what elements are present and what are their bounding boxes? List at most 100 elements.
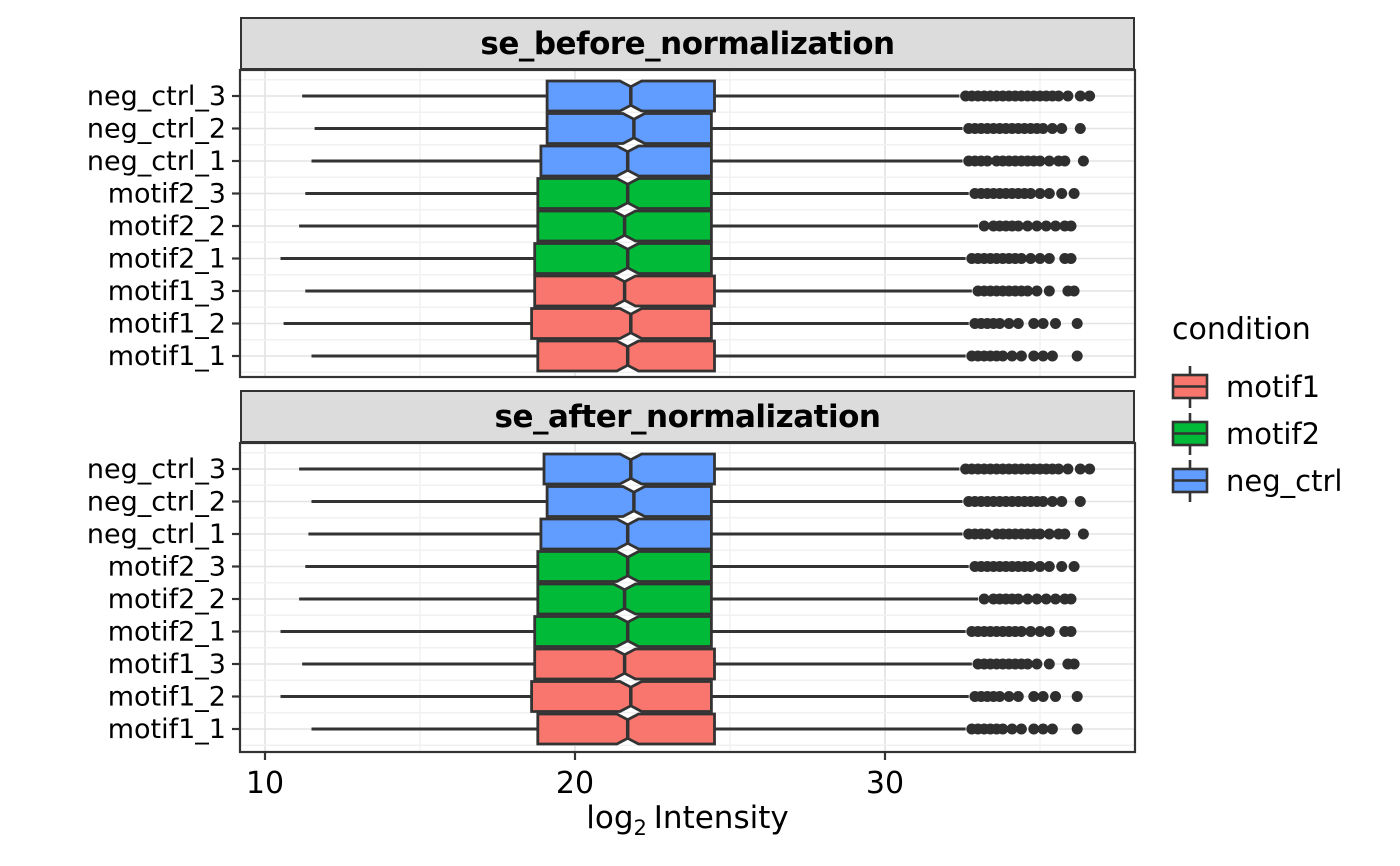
y-tick-label: neg_ctrl_1 xyxy=(87,519,226,550)
boxplot-box xyxy=(536,550,713,583)
x-tick-label: 20 xyxy=(556,766,594,801)
outlier-point xyxy=(1003,691,1015,702)
outlier-point xyxy=(994,318,1006,329)
y-tick-label: neg_ctrl_2 xyxy=(87,114,226,145)
outlier-point xyxy=(1015,723,1027,735)
legend-entry-motif1: motif1 xyxy=(1168,363,1393,410)
outlier-point xyxy=(1084,90,1096,102)
outlier-point xyxy=(1040,593,1052,605)
outlier-point xyxy=(1065,593,1077,605)
legend: condition motif1 motif2 xyxy=(1168,312,1393,504)
outlier-point xyxy=(1068,188,1080,199)
y-tick-label: motif1_1 xyxy=(108,714,226,745)
outlier-point xyxy=(1053,90,1065,102)
x-axis-title-subscript: 2 xyxy=(633,815,647,841)
y-tick-label: motif2_1 xyxy=(108,244,226,275)
outlier-point xyxy=(1034,188,1046,199)
outlier-point xyxy=(1043,253,1055,264)
outlier-point xyxy=(1043,561,1055,572)
outlier-point xyxy=(1074,123,1086,134)
outlier-point xyxy=(1068,561,1080,572)
outlier-point xyxy=(1065,220,1077,232)
outlier-point xyxy=(1050,593,1061,605)
outlier-point xyxy=(1028,350,1040,362)
y-tick-label: motif1_2 xyxy=(108,682,226,713)
x-axis-title-base: log xyxy=(586,800,634,836)
legend-entry-neg-ctrl: neg_ctrl xyxy=(1168,457,1393,504)
outlier-point xyxy=(1031,220,1043,232)
outlier-point xyxy=(981,155,993,167)
outlier-point xyxy=(1056,561,1068,572)
outlier-point xyxy=(1043,658,1055,670)
outlier-point xyxy=(1050,318,1061,329)
outlier-point xyxy=(1028,318,1040,329)
outlier-point xyxy=(1034,626,1046,637)
outlier-point xyxy=(1046,350,1058,362)
boxplot-key-icon xyxy=(1171,365,1209,408)
boxplot-box xyxy=(545,485,713,518)
legend-label-neg-ctrl: neg_ctrl xyxy=(1226,463,1343,498)
outlier-point xyxy=(1071,691,1083,702)
outlier-point xyxy=(1025,626,1037,637)
y-tick-label: motif2_3 xyxy=(108,179,226,210)
outlier-point xyxy=(1077,155,1089,167)
outlier-point xyxy=(1015,350,1027,362)
outlier-point xyxy=(1006,350,1018,362)
outlier-point xyxy=(1059,528,1071,540)
boxplot-key-icon xyxy=(1171,412,1209,455)
y-tick-label: motif2_2 xyxy=(108,211,226,242)
boxplot-box xyxy=(530,307,713,340)
outlier-point xyxy=(1074,463,1086,475)
outlier-point xyxy=(1053,463,1065,475)
outlier-point xyxy=(1037,691,1049,702)
boxplot-box xyxy=(536,177,713,210)
outlier-point xyxy=(1028,723,1040,735)
outlier-point xyxy=(1012,691,1024,702)
outlier-point xyxy=(1022,658,1034,670)
outlier-point xyxy=(978,220,990,232)
outlier-point xyxy=(1077,528,1089,540)
boxplot-box xyxy=(530,680,713,713)
y-tick-label: neg_ctrl_1 xyxy=(87,146,226,177)
legend-label-motif2: motif2 xyxy=(1226,416,1321,451)
x-axis-title: log2 Intensity xyxy=(240,800,1135,840)
outlier-point xyxy=(978,593,990,605)
outlier-point xyxy=(1056,188,1068,199)
outlier-point xyxy=(1034,528,1046,540)
outlier-point xyxy=(1043,188,1055,199)
outlier-point xyxy=(1034,155,1046,167)
y-tick-label: neg_ctrl_3 xyxy=(87,81,226,112)
outlier-point xyxy=(1022,285,1034,297)
outlier-point xyxy=(1084,463,1096,475)
outlier-point xyxy=(1022,593,1034,605)
outlier-point xyxy=(994,691,1006,702)
outlier-point xyxy=(1068,658,1080,670)
outlier-point xyxy=(1031,593,1043,605)
facet-strip-after: se_after_normalization xyxy=(240,390,1135,443)
outlier-point xyxy=(1046,123,1058,134)
outlier-point xyxy=(1037,318,1049,329)
boxplot-box xyxy=(533,242,713,275)
outlier-point xyxy=(1012,318,1024,329)
outlier-point xyxy=(1012,593,1024,605)
outlier-point xyxy=(1062,463,1074,475)
x-tick-label: 10 xyxy=(246,766,284,801)
y-tick-label: neg_ctrl_2 xyxy=(87,487,226,518)
outlier-point xyxy=(997,350,1009,362)
outlier-point xyxy=(1003,318,1015,329)
outlier-point xyxy=(1071,350,1083,362)
legend-entry-motif2: motif2 xyxy=(1168,410,1393,457)
outlier-point xyxy=(1034,253,1046,264)
outlier-point xyxy=(1065,253,1077,264)
x-tick-label: 30 xyxy=(866,766,904,801)
outlier-point xyxy=(1025,253,1037,264)
outlier-point xyxy=(1028,691,1040,702)
panel-border xyxy=(238,68,1137,379)
y-tick-label: neg_ctrl_3 xyxy=(87,454,226,485)
outlier-point xyxy=(1025,188,1037,199)
boxplot-key-icon xyxy=(1171,459,1209,502)
outlier-point xyxy=(1043,626,1055,637)
outlier-point xyxy=(1025,561,1037,572)
